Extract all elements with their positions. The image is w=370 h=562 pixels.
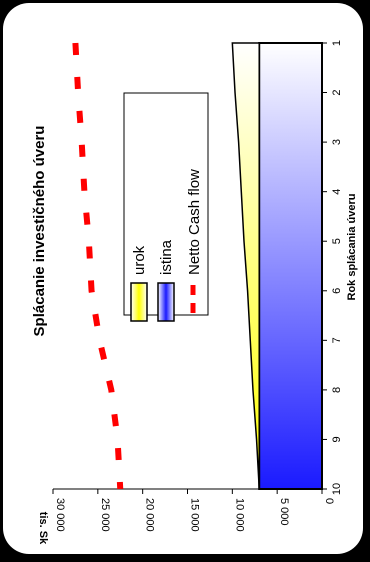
legend-label-urok: urok — [131, 245, 148, 275]
y-tick-label: 30 000 — [54, 498, 66, 532]
x-tick-label: 2 — [331, 89, 343, 95]
y-tick-label: 20 000 — [144, 498, 156, 532]
legend-label-netto-cash-flow: Netto Cash flow — [186, 169, 203, 275]
y-tick-label: 25 000 — [99, 498, 111, 532]
tick-labels: 1 2 3 4 5 6 7 8 9 10 0 5 000 10 000 15 000 20 000 25 00… — [54, 40, 343, 532]
x-tick-label: 5 — [331, 238, 343, 244]
x-tick-label: 4 — [331, 189, 343, 195]
x-tick-label: 9 — [331, 436, 343, 442]
legend-label-istina: istina — [158, 239, 175, 275]
x-axis-title: Rok splácania úveru — [346, 194, 358, 301]
x-tick-label: 10 — [331, 483, 343, 495]
legend: urok istina Netto Cash flow — [123, 92, 209, 322]
y-tick-label: 15 000 — [189, 498, 201, 532]
x-tick-label: 8 — [331, 387, 343, 393]
axes — [52, 42, 327, 494]
legend-swatch-urok — [130, 282, 148, 322]
chart-title: Splácanie investičného úveru — [31, 126, 48, 337]
y-tick-label: 10 000 — [233, 498, 245, 532]
y-tick-label: 5 000 — [278, 498, 290, 526]
series-line-netto-cash-flow — [72, 42, 124, 490]
legend-box — [123, 92, 209, 316]
x-tick-label: 3 — [331, 139, 343, 145]
area-urok — [231, 42, 260, 490]
line-layer — [72, 42, 124, 490]
chart-frame: 1 2 3 4 5 6 7 8 9 10 0 5 000 10 000 15 000 20 000 25 00… — [3, 3, 363, 554]
x-tick-label: 1 — [331, 40, 343, 46]
y-tick-label: 0 — [323, 498, 335, 504]
chart-canvas: 1 2 3 4 5 6 7 8 9 10 0 5 000 10 000 15 000 20 000 25 00… — [31, 40, 358, 545]
legend-swatch-istina — [157, 282, 175, 322]
x-tick-label: 7 — [331, 337, 343, 343]
area-istina — [258, 42, 323, 490]
y-axis-title: tis. Sk — [37, 512, 49, 545]
x-tick-label: 6 — [331, 288, 343, 294]
area-layer — [231, 42, 323, 490]
